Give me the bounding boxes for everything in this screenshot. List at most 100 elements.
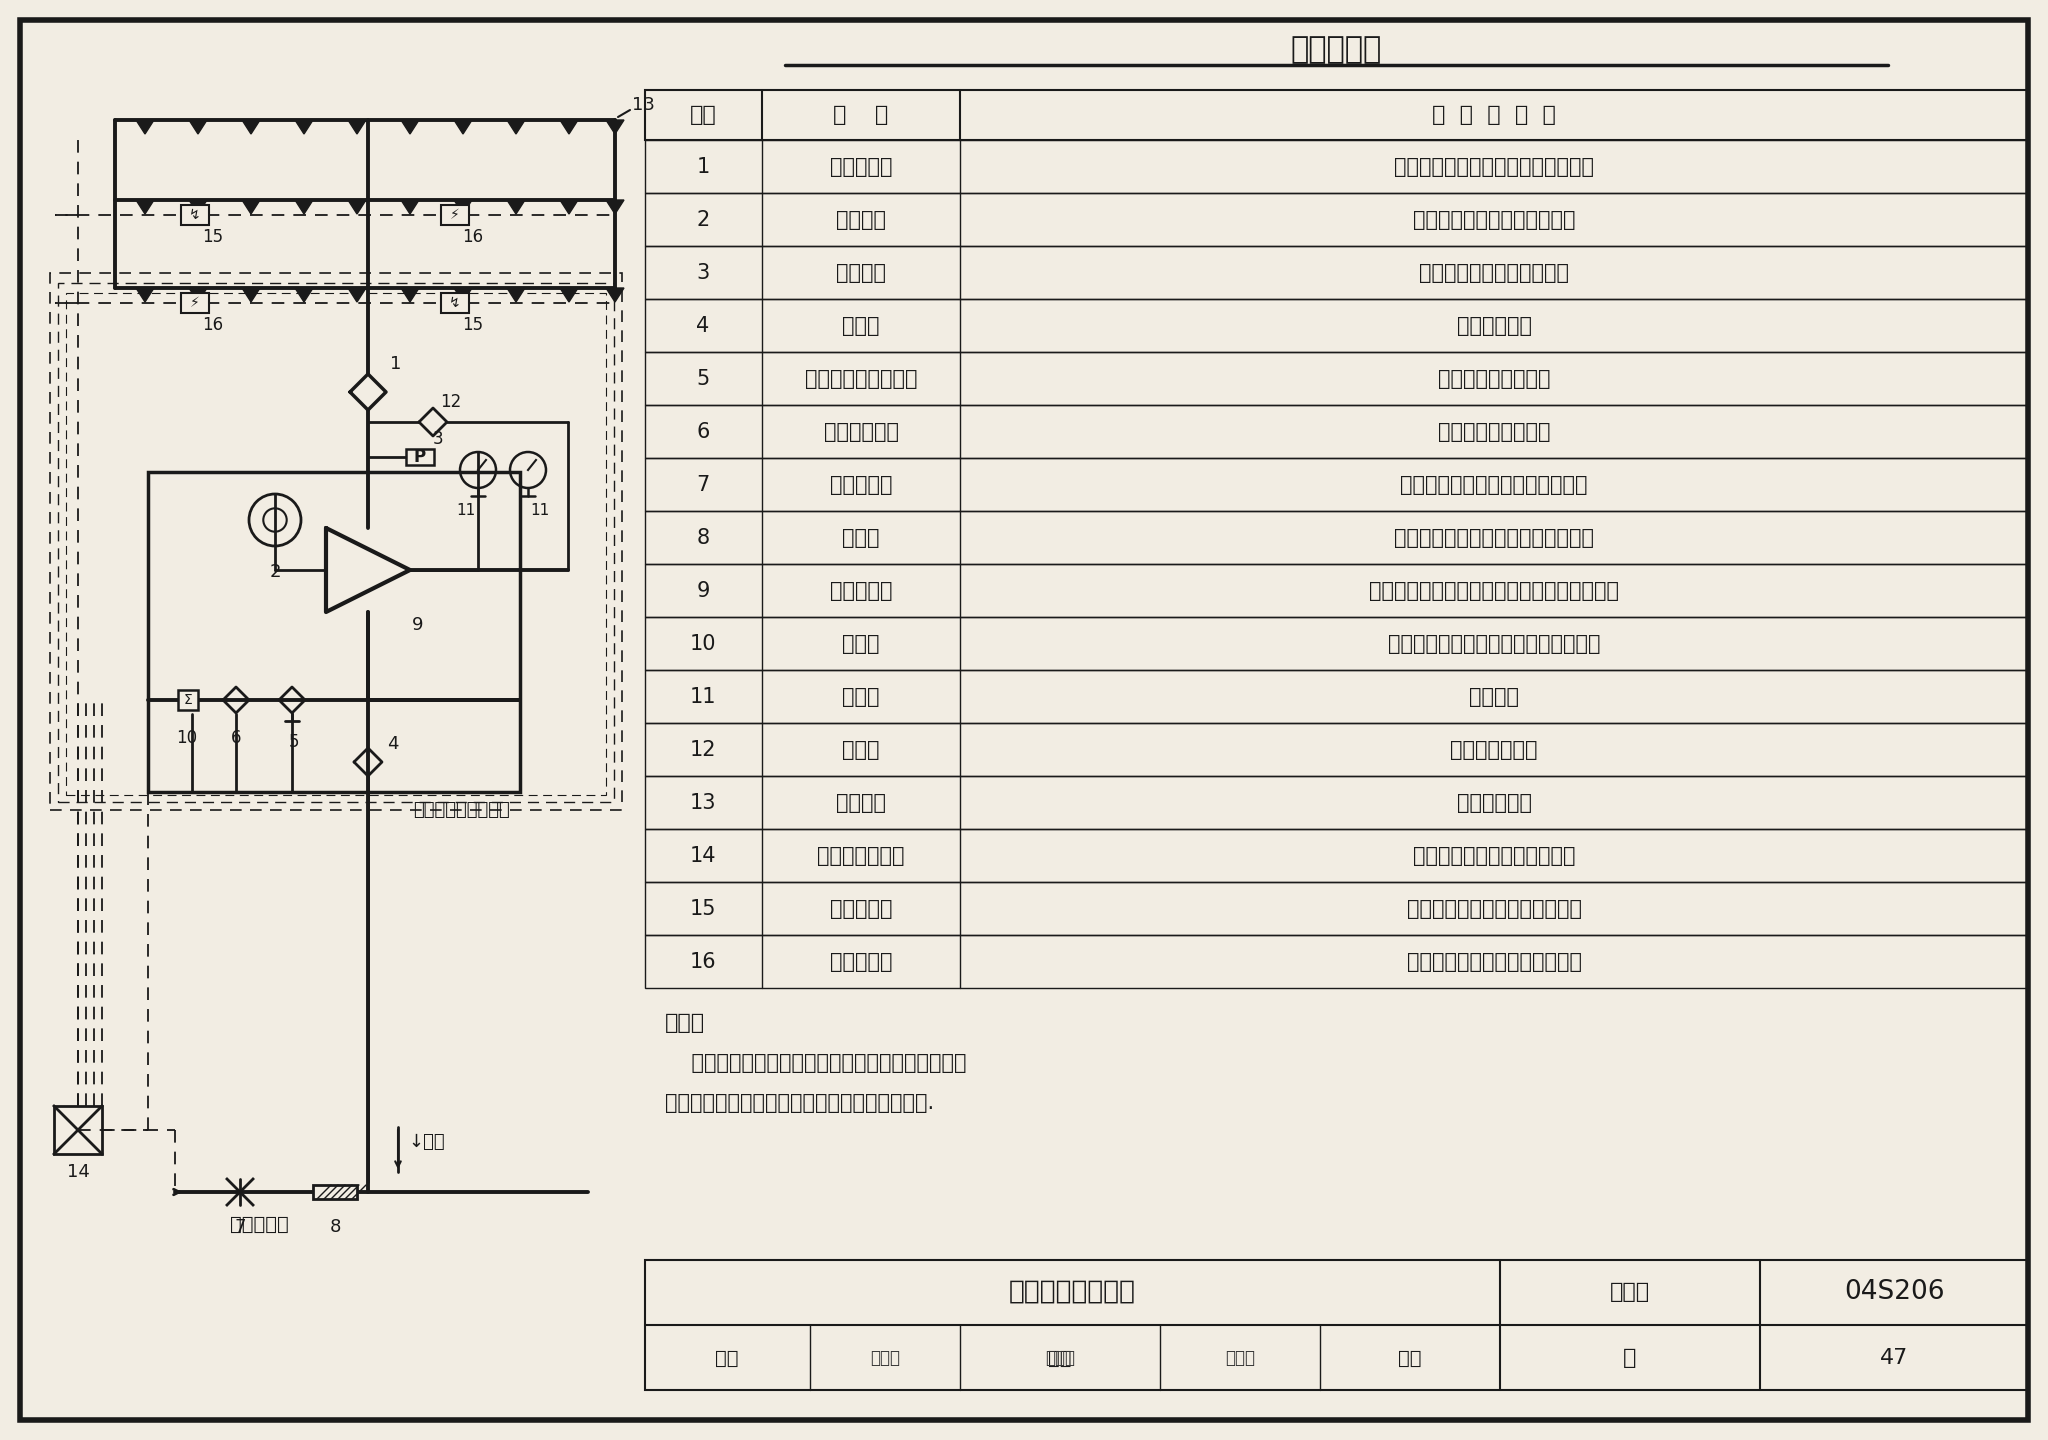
Text: ↯: ↯ bbox=[188, 207, 201, 222]
Text: 4: 4 bbox=[696, 315, 709, 336]
Text: 审核: 审核 bbox=[715, 1348, 739, 1368]
Bar bbox=[645, 564, 2028, 616]
Polygon shape bbox=[188, 120, 207, 134]
Polygon shape bbox=[455, 120, 471, 134]
Polygon shape bbox=[135, 288, 154, 302]
Polygon shape bbox=[606, 120, 625, 134]
Text: 雨淋报警阀: 雨淋报警阀 bbox=[829, 580, 893, 600]
Text: 4: 4 bbox=[387, 734, 399, 753]
Bar bbox=[645, 458, 2028, 511]
Bar bbox=[645, 1260, 2028, 1390]
Text: 现场手动装置: 现场手动装置 bbox=[823, 422, 899, 442]
Text: 平时常开，检修时关闭，输出电信号: 平时常开，检修时关闭，输出电信号 bbox=[1395, 157, 1593, 177]
Text: 5: 5 bbox=[696, 369, 709, 389]
Text: 12: 12 bbox=[440, 393, 461, 410]
Text: 平时关闭，灭火时开启并可输出报警水流信号: 平时关闭，灭火时开启并可输出报警水流信号 bbox=[1368, 580, 1620, 600]
Text: ⚡: ⚡ bbox=[451, 207, 461, 222]
Text: 7: 7 bbox=[233, 1218, 246, 1236]
Polygon shape bbox=[455, 288, 471, 302]
Text: 1: 1 bbox=[696, 157, 709, 177]
Bar bbox=[645, 935, 2028, 988]
Text: 3: 3 bbox=[432, 431, 442, 448]
Text: 7: 7 bbox=[696, 475, 709, 495]
Polygon shape bbox=[348, 200, 367, 215]
Text: ⚡: ⚡ bbox=[190, 297, 201, 310]
Bar bbox=[440, 206, 469, 225]
Polygon shape bbox=[508, 120, 524, 134]
Bar bbox=[66, 292, 606, 795]
Bar bbox=[180, 206, 209, 225]
Text: 压力开关: 压力开关 bbox=[836, 264, 887, 284]
Polygon shape bbox=[559, 288, 578, 302]
Text: 04S206: 04S206 bbox=[1843, 1279, 1944, 1305]
Bar bbox=[180, 294, 209, 312]
Text: 设计: 设计 bbox=[1399, 1348, 1421, 1368]
Text: 10: 10 bbox=[176, 729, 197, 747]
Polygon shape bbox=[135, 120, 154, 134]
Text: 14: 14 bbox=[690, 847, 717, 865]
Bar bbox=[147, 472, 520, 792]
Text: Σ: Σ bbox=[184, 693, 193, 707]
Text: 试验信号阀: 试验信号阀 bbox=[829, 157, 893, 177]
Bar bbox=[57, 284, 614, 802]
Text: 6: 6 bbox=[696, 422, 711, 442]
Polygon shape bbox=[188, 288, 207, 302]
Text: 2: 2 bbox=[696, 210, 709, 230]
Text: 乙叫中: 乙叫中 bbox=[1225, 1349, 1255, 1367]
Text: 16: 16 bbox=[463, 228, 483, 246]
Bar bbox=[645, 723, 2028, 776]
Text: 47: 47 bbox=[1880, 1348, 1909, 1368]
Bar bbox=[645, 300, 2028, 351]
Polygon shape bbox=[242, 120, 260, 134]
Text: 火灾报警控制器: 火灾报警控制器 bbox=[817, 847, 905, 865]
Text: 8: 8 bbox=[330, 1218, 340, 1236]
Polygon shape bbox=[295, 200, 313, 215]
Text: 水雾喷头: 水雾喷头 bbox=[836, 793, 887, 814]
Text: 图集号: 图集号 bbox=[1610, 1282, 1651, 1302]
Polygon shape bbox=[606, 200, 625, 215]
Polygon shape bbox=[135, 200, 154, 215]
Bar bbox=[645, 193, 2028, 246]
Text: 过滤器: 过滤器 bbox=[842, 528, 881, 549]
Polygon shape bbox=[455, 200, 471, 215]
Bar bbox=[406, 449, 434, 465]
Bar bbox=[313, 1185, 356, 1200]
Text: 主要部件表: 主要部件表 bbox=[1290, 36, 1382, 65]
Polygon shape bbox=[508, 200, 524, 215]
Text: 动龙仙: 动龙仙 bbox=[1044, 1349, 1075, 1367]
Text: 接消防供水: 接消防供水 bbox=[229, 1214, 289, 1234]
Text: 序号: 序号 bbox=[690, 105, 717, 125]
Text: 页: 页 bbox=[1624, 1348, 1636, 1368]
Text: 注：框内为雨淋阀组: 注：框内为雨淋阀组 bbox=[414, 801, 510, 819]
Polygon shape bbox=[401, 120, 420, 134]
Bar bbox=[178, 690, 197, 710]
Text: ↓排水: ↓排水 bbox=[408, 1133, 444, 1151]
Polygon shape bbox=[295, 288, 313, 302]
Text: 校对: 校对 bbox=[1049, 1348, 1071, 1368]
Polygon shape bbox=[559, 120, 578, 134]
Text: 使水雾化灭火: 使水雾化灭火 bbox=[1456, 793, 1532, 814]
Text: P: P bbox=[414, 448, 426, 467]
Text: 雨淋阀开启时，发出音响信号: 雨淋阀开启时，发出音响信号 bbox=[1413, 210, 1575, 230]
Text: 5: 5 bbox=[289, 733, 299, 752]
Text: 15: 15 bbox=[690, 899, 717, 919]
Text: 系统排空放水: 系统排空放水 bbox=[1456, 315, 1532, 336]
Text: 放水阀: 放水阀 bbox=[842, 315, 881, 336]
Text: 2: 2 bbox=[268, 563, 281, 580]
Text: 13: 13 bbox=[690, 793, 717, 814]
Text: 感烟探测器: 感烟探测器 bbox=[829, 952, 893, 972]
Bar bbox=[645, 670, 2028, 723]
Text: 9: 9 bbox=[696, 580, 711, 600]
Bar bbox=[49, 274, 623, 809]
Text: 温度探测火灾，并发出报警信号: 温度探测火灾，并发出报警信号 bbox=[1407, 899, 1581, 919]
Text: 显示水压: 显示水压 bbox=[1468, 687, 1520, 707]
Polygon shape bbox=[348, 288, 367, 302]
Text: 雨淋阀开启时，发出电信号: 雨淋阀开启时，发出电信号 bbox=[1419, 264, 1569, 284]
Text: ↯: ↯ bbox=[449, 297, 461, 310]
Bar bbox=[645, 351, 2028, 405]
Polygon shape bbox=[401, 288, 420, 302]
Bar bbox=[645, 246, 2028, 300]
Text: 14: 14 bbox=[68, 1164, 90, 1181]
Text: 进水信号阀: 进水信号阀 bbox=[829, 475, 893, 495]
Text: 雨淋阀功能试验: 雨淋阀功能试验 bbox=[1450, 740, 1538, 760]
